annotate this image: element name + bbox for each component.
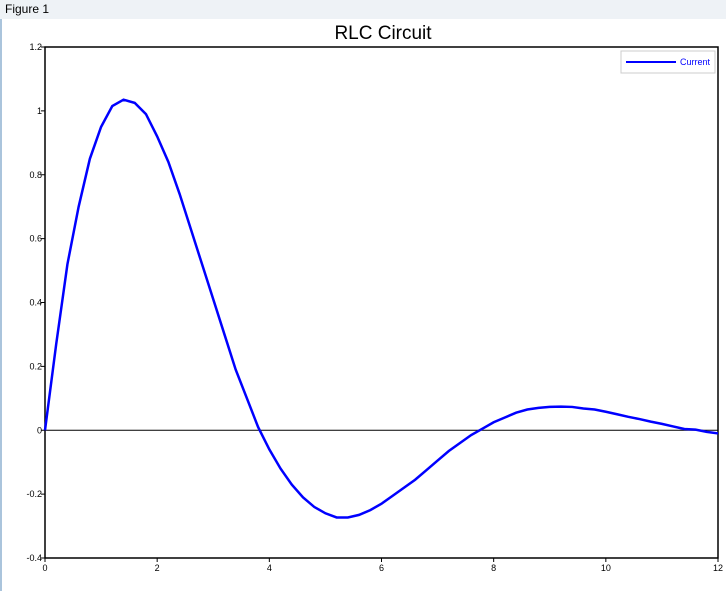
x-tick-label: 10 (601, 563, 611, 573)
y-tick-label: 1.2 (29, 42, 42, 52)
y-tick-label: 0 (37, 425, 42, 435)
x-tick-label: 12 (713, 563, 723, 573)
window-titlebar: Figure 1 (0, 0, 726, 19)
x-tick-label: 8 (491, 563, 496, 573)
chart-title: RLC Circuit (334, 23, 432, 44)
y-tick-label: -0.4 (26, 553, 42, 563)
x-tick-label: 0 (42, 563, 47, 573)
x-tick-label: 2 (155, 563, 160, 573)
y-tick-label: -0.2 (26, 489, 42, 499)
x-tick-label: 4 (267, 563, 272, 573)
plot-area (44, 46, 719, 559)
y-tick-label: 1 (37, 106, 42, 116)
legend-label-current: Current (680, 57, 711, 67)
y-tick-label: 0.2 (29, 361, 42, 371)
legend: Current (620, 50, 716, 74)
window-border (0, 19, 2, 591)
y-tick-label: 0.8 (29, 170, 42, 180)
x-tick-label: 6 (379, 563, 384, 573)
series-line-current (43, 98, 719, 519)
window-title: Figure 1 (5, 2, 50, 16)
y-tick-label: 0.6 (29, 234, 42, 244)
y-tick-label: 0.4 (29, 298, 42, 308)
